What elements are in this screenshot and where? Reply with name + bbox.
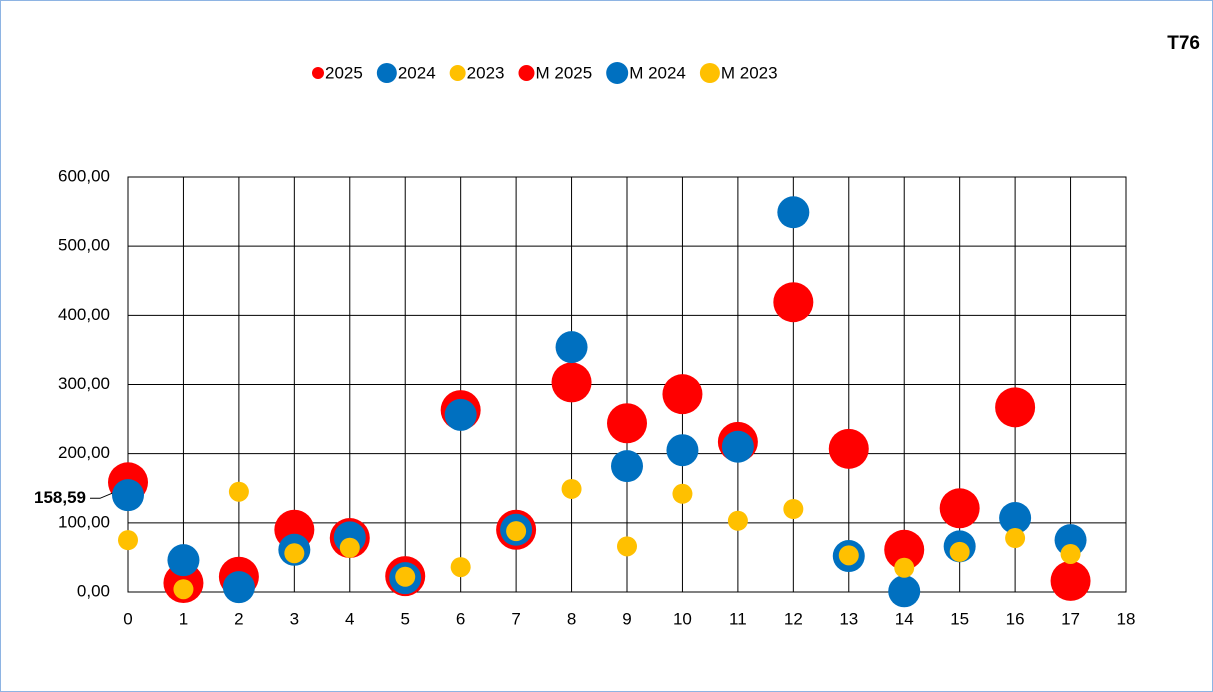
y-tick-label: 300,00 <box>58 374 110 393</box>
x-tick-label: 17 <box>1061 609 1080 628</box>
x-tick-label: 9 <box>622 609 631 628</box>
legend-label: M 2025 <box>535 63 592 82</box>
point <box>506 521 527 542</box>
x-tick-label: 11 <box>729 609 747 628</box>
legend-label: 2025 <box>325 63 363 82</box>
point <box>607 403 647 444</box>
x-tick-label: 18 <box>1117 609 1136 628</box>
y-tick-label: 600,00 <box>58 166 110 185</box>
y-tick-label: 500,00 <box>58 236 110 255</box>
point <box>783 499 804 519</box>
point <box>167 544 200 577</box>
chart-title: T76 <box>1167 33 1200 54</box>
point <box>444 398 477 431</box>
x-tick-label: 1 <box>179 609 188 628</box>
legend-label: M 2024 <box>629 63 686 82</box>
point <box>450 557 471 578</box>
data-label: 158,59 <box>34 488 86 507</box>
x-tick-label: 0 <box>123 609 132 628</box>
point <box>672 483 693 504</box>
legend-marker <box>699 63 720 83</box>
point <box>662 374 703 415</box>
point <box>999 501 1032 534</box>
point <box>561 478 582 499</box>
x-tick-label: 10 <box>673 609 692 628</box>
point <box>173 579 194 600</box>
point <box>1005 528 1026 549</box>
point <box>828 428 869 469</box>
x-tick-label: 3 <box>290 609 299 628</box>
point <box>888 575 921 608</box>
point <box>995 387 1036 428</box>
plot-border <box>127 176 1127 593</box>
point <box>222 571 255 604</box>
legend-marker <box>376 63 397 83</box>
x-tick-label: 8 <box>567 609 576 628</box>
point <box>838 545 859 566</box>
point <box>894 557 915 578</box>
point <box>339 537 360 558</box>
x-tick-label: 2 <box>234 609 243 628</box>
point <box>228 481 249 502</box>
point <box>1050 560 1091 601</box>
x-tick-label: 6 <box>456 609 465 628</box>
point <box>884 529 925 570</box>
point <box>395 566 416 587</box>
point <box>949 541 970 562</box>
legend-marker <box>312 67 324 79</box>
point <box>773 282 814 323</box>
legend-label: 2023 <box>467 63 505 82</box>
x-tick-label: 12 <box>784 609 803 628</box>
legend-marker <box>449 65 466 81</box>
point <box>284 543 305 564</box>
legend-marker <box>518 65 535 81</box>
y-tick-label: 400,00 <box>58 305 110 324</box>
y-tick-label: 0,00 <box>77 581 110 600</box>
point <box>1060 543 1081 564</box>
x-tick-label: 13 <box>839 609 858 628</box>
legend-marker <box>606 62 629 84</box>
point <box>112 479 144 512</box>
x-tick-label: 4 <box>345 609 354 628</box>
point <box>727 510 748 531</box>
y-tick-label: 100,00 <box>58 512 110 531</box>
point <box>551 362 592 403</box>
x-tick-label: 7 <box>511 609 520 628</box>
point <box>555 331 588 364</box>
point <box>617 536 637 557</box>
x-tick-label: 16 <box>1006 609 1025 628</box>
x-tick-label: 15 <box>950 609 969 628</box>
point <box>611 450 643 483</box>
x-tick-label: 5 <box>400 609 409 628</box>
legend-label: M 2023 <box>721 63 778 82</box>
point <box>777 196 810 229</box>
y-tick-label: 200,00 <box>58 443 110 462</box>
point <box>721 430 754 463</box>
point <box>118 530 138 551</box>
point <box>939 488 980 529</box>
point <box>666 434 699 467</box>
x-tick-label: 14 <box>895 609 914 628</box>
legend-label: 2024 <box>398 63 436 82</box>
